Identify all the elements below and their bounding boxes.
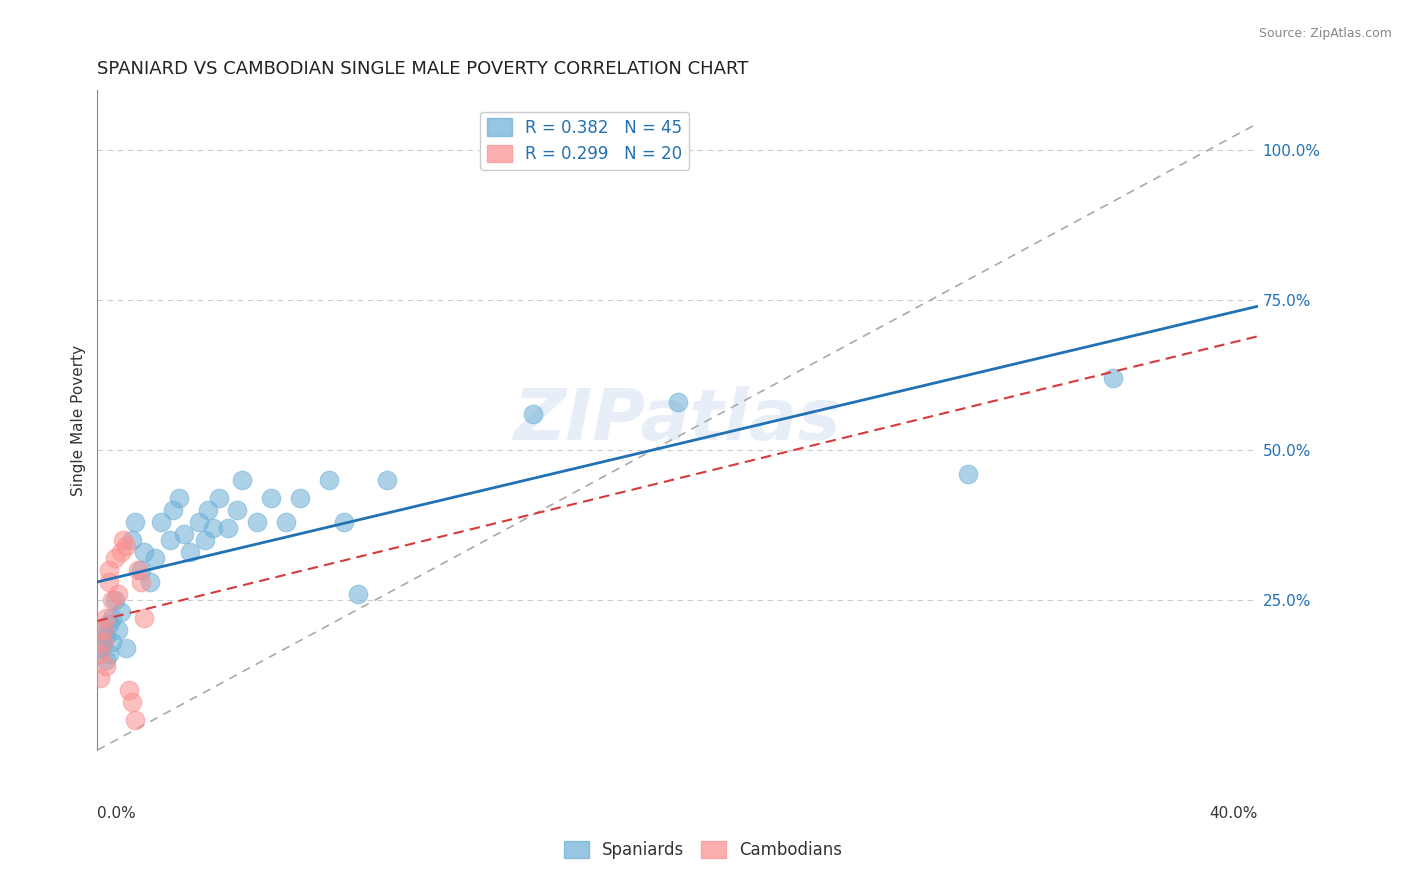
Point [377, 473, 399, 487]
Point [217, 521, 239, 535]
Text: Source: ZipAtlas.com: Source: ZipAtlas.com [1258, 27, 1392, 40]
Point [104, 551, 127, 566]
Point [101, 611, 124, 625]
Point [162, 503, 184, 517]
Text: 40.0%: 40.0% [1209, 806, 1258, 822]
Point [110, 545, 132, 559]
Point [101, 593, 124, 607]
Point [1101, 371, 1123, 385]
Point [101, 635, 124, 649]
Text: 0.0%: 0.0% [97, 806, 136, 822]
Point [202, 521, 225, 535]
Point [94, 611, 117, 625]
Y-axis label: Single Male Poverty: Single Male Poverty [72, 344, 86, 496]
Point [121, 533, 143, 548]
Text: SPANIARD VS CAMBODIAN SINGLE MALE POVERTY CORRELATION CHART: SPANIARD VS CAMBODIAN SINGLE MALE POVERT… [97, 60, 749, 78]
Point [97, 617, 120, 632]
Point [91, 623, 114, 637]
Point [91, 635, 114, 649]
Point [225, 503, 247, 517]
Point [173, 527, 195, 541]
Point [127, 563, 149, 577]
Point [132, 611, 155, 625]
Legend: R = 0.382   N = 45, R = 0.299   N = 20: R = 0.382 N = 45, R = 0.299 N = 20 [481, 112, 689, 169]
Point [522, 407, 544, 421]
Point [94, 659, 117, 673]
Point [97, 563, 120, 577]
Point [89, 641, 111, 656]
Point [333, 515, 356, 529]
Point [107, 587, 129, 601]
Point [115, 539, 138, 553]
Point [231, 473, 253, 487]
Point [129, 575, 152, 590]
Point [124, 515, 146, 529]
Point [260, 491, 283, 505]
Point [167, 491, 190, 505]
Point [124, 713, 146, 727]
Point [89, 647, 111, 661]
Point [94, 629, 117, 643]
Point [107, 623, 129, 637]
Point [159, 533, 181, 548]
Point [956, 467, 979, 482]
Point [347, 587, 370, 601]
Point [89, 671, 111, 685]
Point [121, 695, 143, 709]
Point [132, 545, 155, 559]
Point [97, 647, 120, 661]
Point [97, 575, 120, 590]
Point [666, 395, 689, 409]
Point [179, 545, 201, 559]
Point [187, 515, 209, 529]
Point [110, 605, 132, 619]
Point [197, 503, 219, 517]
Text: ZIPatlas: ZIPatlas [515, 385, 841, 455]
Legend: Spaniards, Cambodians: Spaniards, Cambodians [557, 834, 849, 866]
Point [194, 533, 217, 548]
Point [104, 593, 127, 607]
Point [91, 623, 114, 637]
Point [318, 473, 340, 487]
Point [129, 563, 152, 577]
Point [118, 683, 141, 698]
Point [145, 551, 167, 566]
Point [208, 491, 231, 505]
Point [290, 491, 312, 505]
Point [91, 635, 114, 649]
Point [150, 515, 173, 529]
Point [115, 641, 138, 656]
Point [138, 575, 160, 590]
Point [274, 515, 297, 529]
Point [94, 653, 117, 667]
Point [112, 533, 135, 548]
Point [246, 515, 269, 529]
